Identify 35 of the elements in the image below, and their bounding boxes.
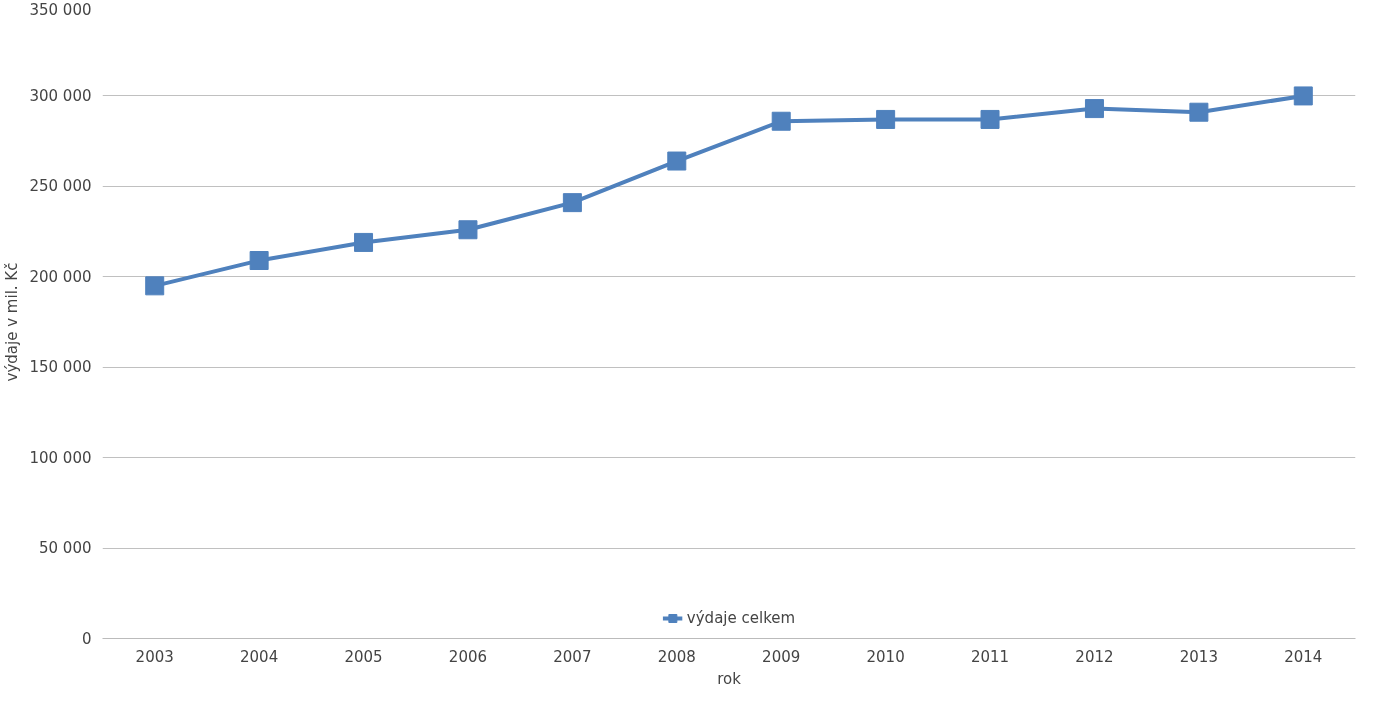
point <box>562 193 582 213</box>
point <box>667 151 687 171</box>
x-tick-label: 2012 <box>1075 647 1114 666</box>
y-tick-label: 200 000 <box>29 267 92 286</box>
x-tick-label: 2014 <box>1284 647 1323 666</box>
x-tick-label: 2009 <box>762 647 801 666</box>
point <box>876 109 896 129</box>
point <box>980 109 1000 129</box>
y-tick-label: 300 000 <box>29 86 92 105</box>
x-tick-label: 2004 <box>240 647 279 666</box>
x-tick-label: 2010 <box>866 647 905 666</box>
x-tick-label: 2011 <box>970 647 1010 666</box>
point <box>1293 86 1313 106</box>
point <box>354 232 374 252</box>
y-tick-label: 0 <box>81 629 92 648</box>
y-tick-label: 350 000 <box>29 0 92 19</box>
point <box>458 220 478 240</box>
x-tick-label: 2008 <box>657 647 696 666</box>
point <box>1189 102 1209 122</box>
y-tick-label: 150 000 <box>29 358 92 377</box>
y-tick-label: 250 000 <box>29 177 92 196</box>
point <box>1084 99 1104 119</box>
x-axis-title: rok <box>717 669 742 688</box>
y-axis-title: výdaje v mil. Kč <box>3 262 22 382</box>
x-tick-label: 2005 <box>344 647 383 666</box>
y-tick-label: 50 000 <box>39 539 92 558</box>
x-tick-label: 2013 <box>1179 647 1218 666</box>
point <box>249 251 269 271</box>
point <box>145 276 165 296</box>
legend-label: výdaje celkem <box>686 609 796 627</box>
x-tick-label: 2006 <box>448 647 488 666</box>
point <box>771 111 791 131</box>
y-tick-label: 100 000 <box>29 448 92 467</box>
x-tick-label: 2007 <box>553 647 592 666</box>
x-tick-label: 2003 <box>135 647 174 666</box>
